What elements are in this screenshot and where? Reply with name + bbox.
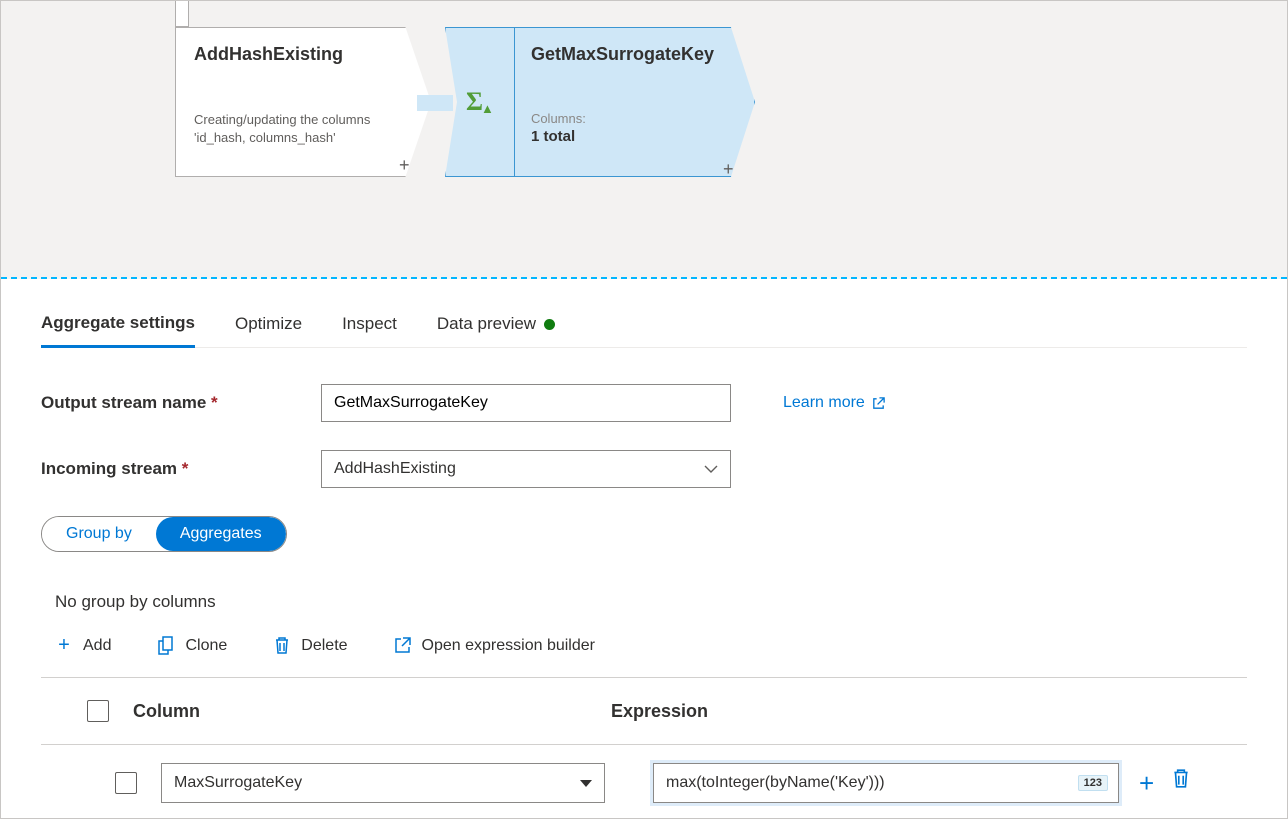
learn-more-text: Learn more [783, 394, 865, 412]
external-link-icon [871, 396, 886, 411]
clone-button[interactable]: Clone [157, 634, 227, 657]
row-actions: + [1139, 768, 1190, 799]
select-all-checkbox[interactable] [87, 700, 109, 722]
open-icon [394, 637, 412, 654]
status-dot-icon [544, 319, 555, 330]
table-row: MaxSurrogateKey max(toInteger(byName('Ke… [41, 745, 1247, 821]
delete-button[interactable]: Delete [273, 634, 347, 657]
tab-bar: Aggregate settings Optimize Inspect Data… [41, 311, 1247, 348]
expression-input[interactable]: max(toInteger(byName('Key'))) 123 [653, 763, 1119, 803]
node-title: GetMaxSurrogateKey [531, 44, 714, 65]
action-label: Delete [301, 637, 347, 655]
action-label: Add [83, 637, 111, 655]
tab-label: Data preview [437, 314, 536, 334]
table-header: Column Expression [41, 678, 1247, 745]
node-description: Creating/updating the columns 'id_hash, … [194, 111, 396, 146]
chevron-down-icon [704, 464, 718, 474]
action-label: Open expression builder [422, 637, 595, 655]
label-text: Output stream name [41, 393, 206, 412]
output-stream-row: Output stream name * Learn more [41, 384, 1247, 422]
clone-icon [157, 636, 175, 655]
action-bar: + Add Clone Delete Open expression build… [41, 634, 1247, 678]
label-text: Incoming stream [41, 459, 177, 478]
dataflow-canvas: AddHashExisting Creating/updating the co… [1, 1, 1287, 279]
canvas-connector-stub [175, 1, 189, 27]
no-groupby-text: No group by columns [55, 592, 1247, 612]
dropdown-icon [580, 780, 592, 787]
action-label: Clone [185, 637, 227, 655]
learn-more-link[interactable]: Learn more [783, 394, 886, 412]
node-addhashexisting[interactable]: AddHashExisting Creating/updating the co… [175, 27, 431, 177]
trash-icon [273, 636, 291, 655]
add-branch-icon[interactable]: + [399, 155, 1277, 271]
required-mark: * [211, 393, 218, 412]
plus-icon: + [55, 634, 73, 657]
add-row-icon[interactable]: + [1139, 768, 1154, 799]
incoming-stream-select[interactable]: AddHashExisting [321, 450, 731, 488]
add-button[interactable]: + Add [55, 634, 111, 657]
tab-data-preview[interactable]: Data preview [437, 311, 555, 347]
settings-panel: Aggregate settings Optimize Inspect Data… [1, 279, 1287, 821]
column-name-select[interactable]: MaxSurrogateKey [161, 763, 605, 803]
column-value: MaxSurrogateKey [174, 774, 302, 792]
required-mark: * [182, 459, 189, 478]
output-stream-input[interactable] [321, 384, 731, 422]
tab-inspect[interactable]: Inspect [342, 311, 397, 347]
incoming-stream-row: Incoming stream * AddHashExisting [41, 450, 1247, 488]
output-stream-label: Output stream name * [41, 393, 309, 413]
open-expression-builder-button[interactable]: Open expression builder [394, 634, 595, 657]
expression-value: max(toInteger(byName('Key'))) [666, 774, 885, 792]
incoming-stream-label: Incoming stream * [41, 459, 309, 479]
column-header: Column [133, 701, 611, 722]
groupby-pill[interactable]: Group by [42, 517, 156, 551]
datatype-chip: 123 [1078, 775, 1108, 791]
delete-row-icon[interactable] [1172, 768, 1190, 799]
aggregates-pill[interactable]: Aggregates [156, 517, 286, 551]
columns-label: Columns: [531, 111, 714, 126]
columns-count: 1 total [531, 128, 714, 145]
node-title: AddHashExisting [194, 44, 396, 65]
row-checkbox[interactable] [115, 772, 137, 794]
select-value: AddHashExisting [334, 460, 456, 478]
mode-toggle: Group by Aggregates [41, 516, 287, 552]
tab-optimize[interactable]: Optimize [235, 311, 302, 347]
tab-aggregate-settings[interactable]: Aggregate settings [41, 311, 195, 348]
expression-header: Expression [611, 701, 708, 722]
